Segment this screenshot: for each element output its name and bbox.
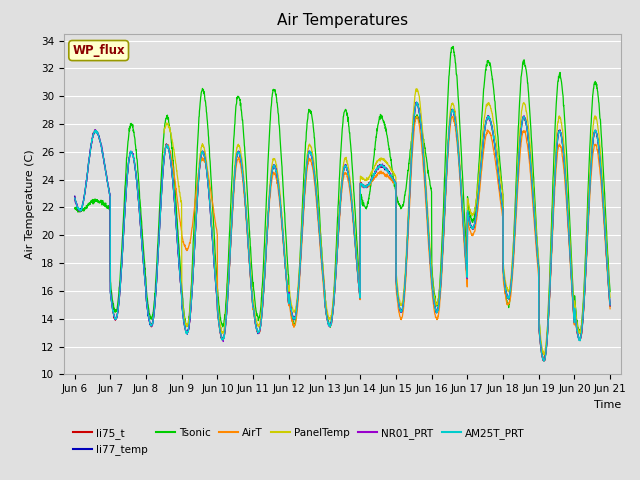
- Y-axis label: Air Temperature (C): Air Temperature (C): [26, 149, 35, 259]
- li75_t: [540, 358, 548, 363]
- li77_temp: [71, 193, 79, 199]
- li77_temp: [540, 358, 548, 364]
- NR01_PRT: [413, 100, 421, 106]
- AirT: [358, 183, 365, 189]
- Line: AM25T_PRT: AM25T_PRT: [75, 102, 610, 361]
- li77_temp: [369, 173, 377, 179]
- Legend: li75_t, li77_temp, Tsonic, AirT, PanelTemp, NR01_PRT, AM25T_PRT: li75_t, li77_temp, Tsonic, AirT, PanelTe…: [69, 424, 529, 459]
- li75_t: [413, 100, 420, 106]
- Tsonic: [559, 96, 567, 102]
- li75_t: [574, 333, 582, 338]
- li77_temp: [358, 181, 365, 187]
- Tsonic: [369, 159, 377, 165]
- Tsonic: [449, 44, 457, 49]
- NR01_PRT: [71, 194, 79, 200]
- Line: Tsonic: Tsonic: [75, 47, 610, 361]
- PanelTemp: [606, 295, 614, 300]
- Line: li75_t: li75_t: [75, 103, 610, 360]
- AirT: [498, 206, 506, 212]
- NR01_PRT: [559, 147, 567, 153]
- li75_t: [71, 193, 79, 199]
- PanelTemp: [369, 167, 377, 172]
- AM25T_PRT: [574, 334, 582, 339]
- Line: AirT: AirT: [164, 116, 610, 361]
- Title: Air Temperatures: Air Temperatures: [277, 13, 408, 28]
- NR01_PRT: [498, 202, 506, 207]
- li75_t: [358, 182, 365, 188]
- Tsonic: [574, 325, 582, 331]
- li75_t: [498, 201, 506, 207]
- AM25T_PRT: [413, 99, 420, 105]
- PanelTemp: [358, 175, 365, 181]
- NR01_PRT: [541, 358, 548, 364]
- PanelTemp: [559, 129, 566, 135]
- li77_temp: [559, 148, 567, 154]
- PanelTemp: [574, 323, 582, 329]
- Tsonic: [358, 194, 365, 200]
- AirT: [369, 177, 377, 182]
- Tsonic: [606, 289, 614, 295]
- AM25T_PRT: [559, 149, 567, 155]
- Line: NR01_PRT: NR01_PRT: [75, 103, 610, 361]
- AirT: [559, 157, 566, 163]
- NR01_PRT: [606, 302, 614, 308]
- li77_temp: [220, 335, 228, 340]
- li77_temp: [574, 333, 582, 338]
- AirT: [574, 332, 582, 338]
- Line: PanelTemp: PanelTemp: [164, 89, 610, 355]
- Tsonic: [220, 319, 228, 324]
- NR01_PRT: [574, 334, 582, 340]
- li75_t: [369, 174, 377, 180]
- Tsonic: [498, 182, 506, 188]
- Text: WP_flux: WP_flux: [72, 44, 125, 57]
- AM25T_PRT: [540, 358, 547, 364]
- Line: li77_temp: li77_temp: [75, 102, 610, 361]
- NR01_PRT: [358, 182, 365, 188]
- Tsonic: [540, 358, 548, 364]
- PanelTemp: [220, 327, 228, 333]
- NR01_PRT: [369, 173, 377, 179]
- AirT: [606, 306, 614, 312]
- li77_temp: [413, 99, 420, 105]
- li77_temp: [606, 303, 614, 309]
- li75_t: [559, 147, 567, 153]
- li75_t: [220, 334, 228, 340]
- li75_t: [606, 303, 614, 309]
- AM25T_PRT: [358, 181, 365, 187]
- AM25T_PRT: [71, 195, 79, 201]
- AM25T_PRT: [220, 333, 228, 339]
- AM25T_PRT: [369, 174, 377, 180]
- X-axis label: Time: Time: [593, 400, 621, 409]
- PanelTemp: [498, 185, 506, 191]
- NR01_PRT: [220, 335, 228, 340]
- AirT: [220, 334, 228, 340]
- AM25T_PRT: [606, 302, 614, 308]
- Tsonic: [71, 205, 79, 211]
- li77_temp: [498, 201, 506, 207]
- AM25T_PRT: [498, 200, 506, 205]
